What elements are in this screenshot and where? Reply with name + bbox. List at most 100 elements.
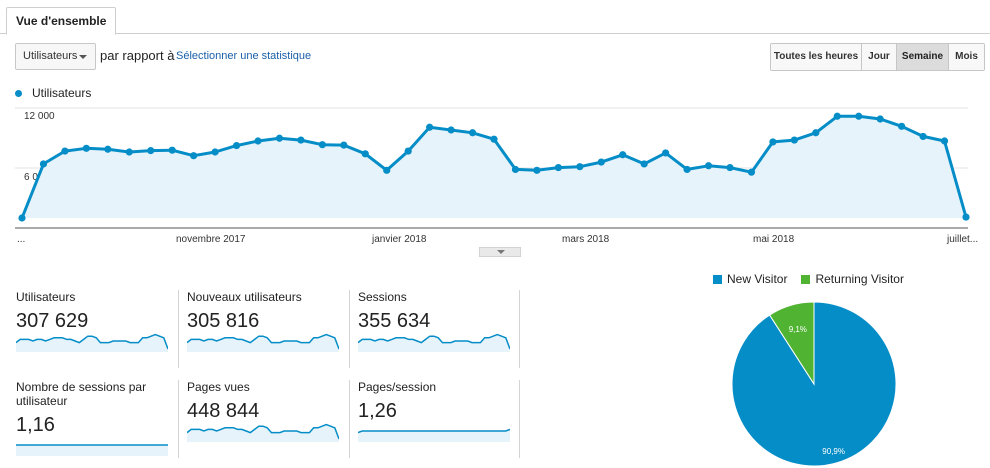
metric-tile[interactable]: Pages/session 1,26 — [358, 380, 524, 458]
chart-point[interactable] — [39, 160, 48, 168]
tab-overview[interactable]: Vue d'ensemble — [6, 7, 117, 35]
chart-legend: Utilisateurs — [15, 86, 91, 100]
metric-divider — [519, 380, 520, 458]
granularity-month-button[interactable]: Mois — [948, 44, 984, 70]
chart-resize-handle[interactable] — [479, 247, 521, 257]
chart-point[interactable] — [18, 214, 26, 222]
chart-point[interactable] — [747, 168, 756, 176]
chart-point[interactable] — [704, 162, 713, 170]
compare-text: par rapport à — [100, 48, 175, 63]
pie-slice-label: 9,1% — [789, 325, 807, 334]
chart-point[interactable] — [597, 158, 605, 166]
metric-divider — [178, 290, 179, 368]
pie-legend-new-label: New Visitor — [727, 272, 788, 286]
chart-point[interactable] — [769, 138, 777, 146]
metric-divider — [519, 290, 520, 368]
chart-point[interactable] — [190, 152, 198, 160]
visitor-pie-chart[interactable]: 90,9% 9,1% — [730, 300, 898, 468]
chart-point[interactable] — [812, 129, 820, 137]
chart-point[interactable] — [554, 163, 562, 172]
chart-point[interactable] — [147, 147, 155, 155]
metric-sparkline — [187, 333, 339, 352]
metric-tile[interactable]: Pages vues 448 844 — [187, 380, 353, 458]
metric-sparkline — [16, 333, 168, 352]
legend-swatch-icon — [713, 275, 722, 284]
pie-legend-returning-label: Returning Visitor — [815, 272, 904, 286]
chart-point[interactable] — [833, 112, 841, 120]
chart-point[interactable] — [318, 141, 326, 149]
chart-point[interactable] — [533, 166, 541, 174]
legend-dot-icon — [15, 89, 22, 97]
chart-point[interactable] — [404, 147, 412, 155]
metric-sparkline — [187, 423, 339, 442]
metric-label: Nouveaux utilisateurs — [187, 290, 302, 304]
chart-point[interactable] — [211, 148, 219, 156]
chevron-down-icon — [79, 55, 87, 59]
x-tick-label: janvier 2018 — [371, 234, 427, 245]
chart-point[interactable] — [447, 126, 455, 134]
metric-divider — [178, 380, 179, 458]
metric-value: 307 629 — [16, 310, 89, 332]
granularity-hourly-button[interactable]: Toutes les heures — [771, 44, 861, 70]
metric-value: 448 844 — [187, 400, 260, 422]
chart-point[interactable] — [426, 123, 434, 131]
granularity-week-button[interactable]: Semaine — [896, 44, 948, 70]
chart-point[interactable] — [662, 149, 670, 157]
chart-point[interactable] — [919, 132, 927, 141]
metric-dropdown[interactable]: Utilisateurs — [15, 43, 96, 70]
chart-point[interactable] — [361, 150, 369, 158]
chart-point[interactable] — [82, 144, 90, 152]
chart-area-fill — [22, 116, 966, 218]
granularity-toggle: Toutes les heures Jour Semaine Mois — [770, 43, 985, 71]
metric-value: 355 634 — [358, 310, 431, 332]
chart-point[interactable] — [254, 137, 262, 145]
metric-value: 305 816 — [187, 310, 260, 332]
metric-tile[interactable]: Utilisateurs 307 629 — [16, 290, 182, 368]
chart-point[interactable] — [683, 165, 691, 174]
x-tick-label: mai 2018 — [753, 234, 795, 245]
chart-point[interactable] — [855, 112, 863, 120]
granularity-day-button[interactable]: Jour — [861, 44, 896, 70]
chart-point[interactable] — [340, 141, 348, 149]
legend-swatch-icon — [801, 275, 811, 284]
select-stat-link[interactable]: Sélectionner une statistique — [176, 50, 312, 62]
chart-point[interactable] — [125, 148, 133, 156]
metric-label: Pages/session — [358, 380, 437, 394]
chart-point[interactable] — [275, 134, 284, 142]
pie-slice-label: 90,9% — [822, 447, 845, 456]
chart-point[interactable] — [61, 147, 69, 155]
metric-tile[interactable]: Nombre de sessions par utilisateur 1,16 — [16, 380, 182, 458]
metric-sparkline — [358, 428, 510, 442]
metric-tile[interactable]: Sessions 355 634 — [358, 290, 524, 368]
chart-point[interactable] — [168, 146, 176, 154]
users-area-chart[interactable]: 12 000 6 000 ... novembre 2017 janvier 201… — [0, 100, 990, 250]
metric-tile[interactable]: Nouveaux utilisateurs 305 816 — [187, 290, 353, 368]
tab-bar: Vue d'ensemble — [0, 0, 990, 35]
x-tick-label: ... — [17, 234, 25, 245]
x-tick-label: juillet... — [946, 234, 978, 245]
chart-point[interactable] — [640, 160, 648, 168]
metric-value: 1,26 — [358, 400, 397, 422]
chart-point[interactable] — [232, 141, 241, 150]
x-tick-label: novembre 2017 — [176, 234, 246, 245]
chart-point[interactable] — [576, 163, 584, 171]
chart-point[interactable] — [898, 122, 906, 130]
chart-point[interactable] — [726, 163, 734, 172]
metric-divider — [349, 290, 350, 368]
pie-legend: New Visitor Returning Visitor — [713, 272, 918, 286]
chart-point[interactable] — [790, 136, 798, 144]
chart-point[interactable] — [511, 165, 520, 174]
chart-point[interactable] — [876, 115, 884, 123]
metric-sparkline — [16, 444, 168, 456]
metric-value: 1,16 — [16, 414, 55, 436]
chart-point[interactable] — [297, 136, 305, 144]
chart-point[interactable] — [619, 151, 627, 159]
chart-point[interactable] — [104, 145, 112, 153]
chart-point[interactable] — [940, 137, 949, 145]
pie-legend-new: New Visitor — [713, 272, 787, 286]
chart-point[interactable] — [383, 166, 391, 174]
pie-slice[interactable] — [768, 301, 815, 386]
chart-point[interactable] — [490, 135, 498, 143]
chart-point[interactable] — [468, 129, 477, 137]
chart-point[interactable] — [962, 213, 970, 221]
